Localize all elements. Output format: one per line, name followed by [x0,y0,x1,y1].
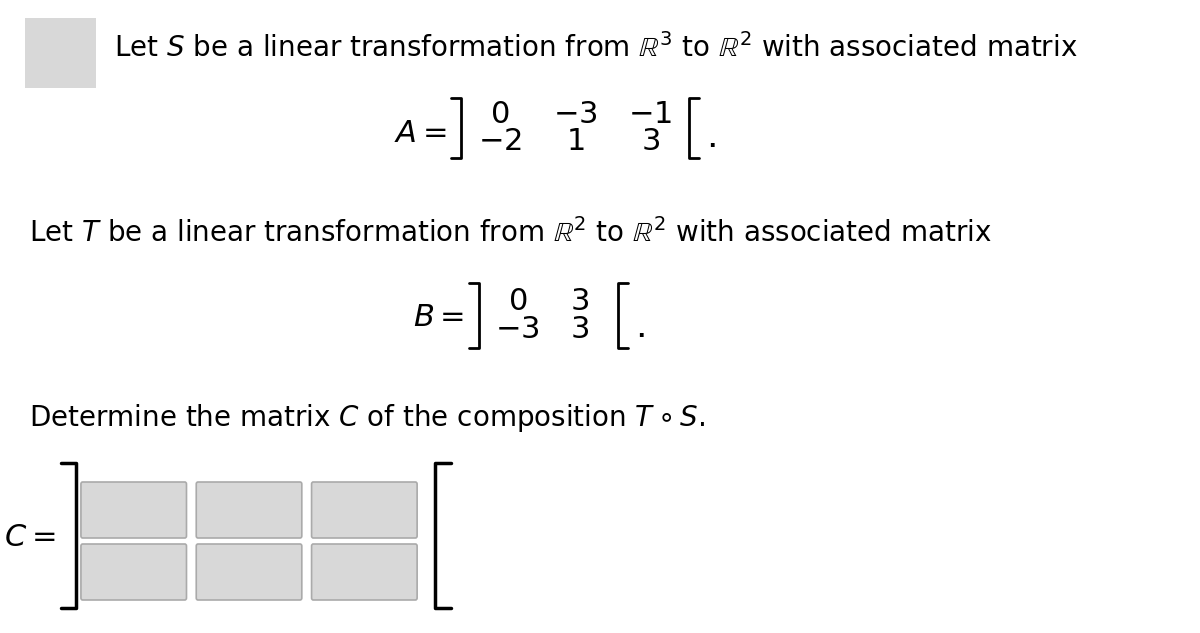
Text: $C =$: $C =$ [5,523,56,553]
Text: $3$: $3$ [570,315,589,344]
Text: $-3$: $-3$ [496,315,540,344]
Text: $B =$: $B =$ [413,303,464,332]
Text: Let $S$ be a linear transformation from $\mathbb{R}^3$ to $\mathbb{R}^2$ with as: Let $S$ be a linear transformation from … [114,33,1078,63]
FancyBboxPatch shape [80,544,186,600]
Text: .: . [635,310,647,344]
Text: Let $T$ be a linear transformation from $\mathbb{R}^2$ to $\mathbb{R}^2$ with as: Let $T$ be a linear transformation from … [30,218,992,248]
Text: $A =$: $A =$ [394,118,446,147]
Text: $-3$: $-3$ [553,100,598,129]
Text: $-1$: $-1$ [629,100,672,129]
Text: $1$: $1$ [565,127,584,156]
Text: $0$: $0$ [508,287,527,316]
FancyBboxPatch shape [312,482,418,538]
Text: $3$: $3$ [641,127,660,156]
Text: $-2$: $-2$ [478,127,522,156]
FancyBboxPatch shape [197,482,302,538]
FancyBboxPatch shape [25,18,96,88]
Text: Determine the matrix $C$ of the composition $T \circ S$.: Determine the matrix $C$ of the composit… [30,402,706,434]
Text: $3$: $3$ [570,287,589,316]
FancyBboxPatch shape [197,544,302,600]
FancyBboxPatch shape [80,482,186,538]
Text: .: . [707,120,718,154]
Text: $0$: $0$ [490,100,509,129]
FancyBboxPatch shape [312,544,418,600]
